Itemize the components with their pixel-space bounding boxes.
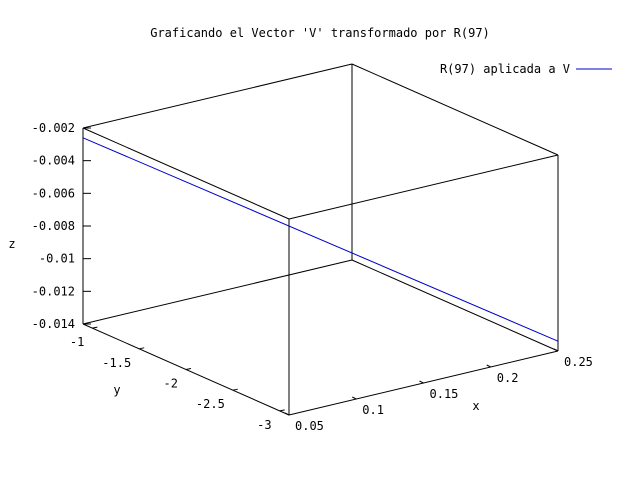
y-tick-mark	[232, 388, 238, 391]
legend: R(97) aplicada a V	[440, 62, 612, 76]
box-edge-9	[82, 127, 290, 220]
x-tick-mark	[284, 412, 290, 416]
y-tick-label: -1.5	[102, 356, 131, 370]
box-edge-3	[82, 259, 353, 325]
x-tick-label: 0.25	[564, 355, 593, 369]
x-tick-mark	[553, 348, 559, 352]
y-tick-mark	[279, 409, 285, 412]
y-tick-label: -2	[164, 377, 178, 391]
x-tick-label: 0.15	[430, 387, 459, 401]
y-tick-label: -3	[257, 418, 271, 432]
chart-title: Graficando el Vector 'V' transformado po…	[150, 26, 490, 40]
legend-label: R(97) aplicada a V	[440, 62, 570, 76]
z-axis-label: z	[8, 237, 15, 251]
y-tick-mark	[185, 368, 192, 370]
box-edge-8	[288, 154, 559, 220]
y-tick-label: -1	[70, 335, 84, 349]
x-tick-label: 0.1	[362, 403, 384, 417]
box-edge-11	[82, 63, 353, 129]
x-tick-label: 0.2	[497, 371, 519, 385]
z-tick-label: -0.008	[32, 219, 75, 233]
z-tick-label: -0.002	[32, 121, 75, 135]
z-tick-label: -0.006	[32, 186, 75, 200]
box-edge-10	[351, 63, 559, 156]
series-line-0	[82, 137, 559, 342]
x-tick-mark	[486, 364, 491, 368]
z-tick-label: -0.004	[32, 154, 75, 168]
z-tick-label: -0.01	[39, 252, 75, 266]
axis-ticks: -0.002 -0.004 -0.006 -0.008 -0.01 -0.012 -0.01…	[32, 121, 593, 433]
x-tick-mark	[352, 396, 357, 400]
data-series	[82, 137, 559, 342]
x-axis-label: x	[472, 399, 479, 413]
y-tick-label: -2.5	[196, 397, 225, 411]
z-tick-label: -0.012	[32, 284, 75, 298]
y-axis-label: y	[113, 383, 120, 397]
y-tick-mark	[139, 347, 145, 350]
y-tick-mark	[92, 326, 98, 329]
x-tick-label: 0.05	[295, 419, 324, 433]
x-tick-mark	[419, 380, 424, 384]
box-edge-2	[351, 259, 559, 352]
z-tick-label: -0.014	[32, 317, 75, 331]
plot-box	[82, 63, 559, 416]
